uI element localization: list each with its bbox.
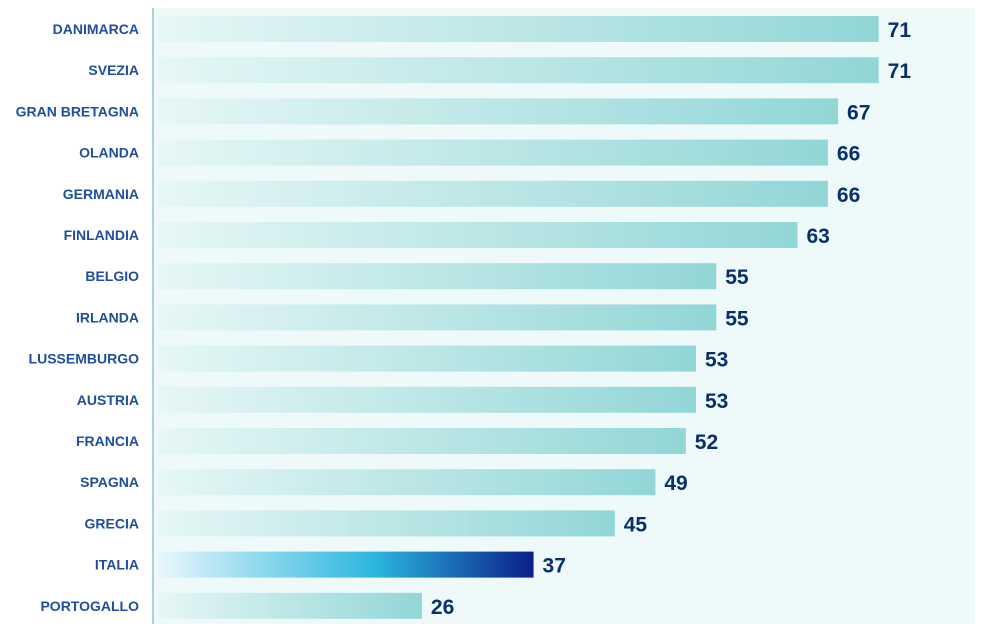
category-label-irlanda: IRLANDA [76, 309, 139, 325]
bar-germania [158, 180, 828, 207]
bar-grecia [158, 510, 615, 537]
category-label-grecia: GRECIA [85, 515, 139, 531]
category-label-gran-bretagna: GRAN BRETAGNA [16, 103, 139, 119]
value-label-germania: 66 [837, 184, 860, 207]
value-label-svezia: 71 [888, 60, 912, 83]
value-label-belgio: 55 [725, 266, 749, 289]
value-label-gran-bretagna: 67 [847, 101, 870, 124]
category-label-austria: AUSTRIA [77, 392, 139, 408]
category-label-francia: FRANCIA [76, 433, 139, 449]
value-label-danimarca: 71 [888, 19, 912, 42]
bar-svezia [158, 57, 879, 84]
bar-italia [158, 551, 534, 578]
bar-olanda [158, 139, 828, 166]
category-label-germania: GERMANIA [63, 186, 139, 202]
category-label-belgio: BELGIO [85, 268, 139, 284]
value-label-portogallo: 26 [431, 596, 454, 619]
category-label-portogallo: PORTOGALLO [40, 598, 139, 614]
bar-finlandia [158, 222, 798, 248]
category-label-danimarca: DANIMARCA [53, 21, 139, 37]
value-label-spagna: 49 [664, 472, 687, 495]
value-label-italia: 37 [543, 555, 566, 578]
bar-danimarca [158, 16, 879, 42]
category-label-italia: ITALIA [95, 557, 139, 573]
category-label-lussemburgo: LUSSEMBURGO [29, 351, 140, 367]
bar-lussemburgo [158, 345, 696, 372]
value-label-grecia: 45 [624, 513, 648, 536]
category-label-svezia: SVEZIA [88, 62, 139, 78]
value-label-lussemburgo: 53 [705, 349, 728, 372]
category-label-olanda: OLANDA [79, 145, 139, 161]
bar-austria [158, 386, 696, 413]
value-label-francia: 52 [695, 431, 718, 454]
bar-gran-bretagna [158, 98, 839, 125]
category-label-finlandia: FINLANDIA [64, 227, 139, 243]
bar-irlanda [158, 304, 717, 331]
bar-belgio [158, 263, 717, 290]
bar-francia [158, 428, 686, 454]
category-label-spagna: SPAGNA [80, 474, 139, 490]
value-label-olanda: 66 [837, 143, 860, 166]
value-label-austria: 53 [705, 390, 728, 413]
value-label-finlandia: 63 [806, 225, 829, 248]
value-label-irlanda: 55 [725, 307, 749, 330]
bar-portogallo [158, 592, 422, 619]
bar-spagna [158, 469, 656, 496]
